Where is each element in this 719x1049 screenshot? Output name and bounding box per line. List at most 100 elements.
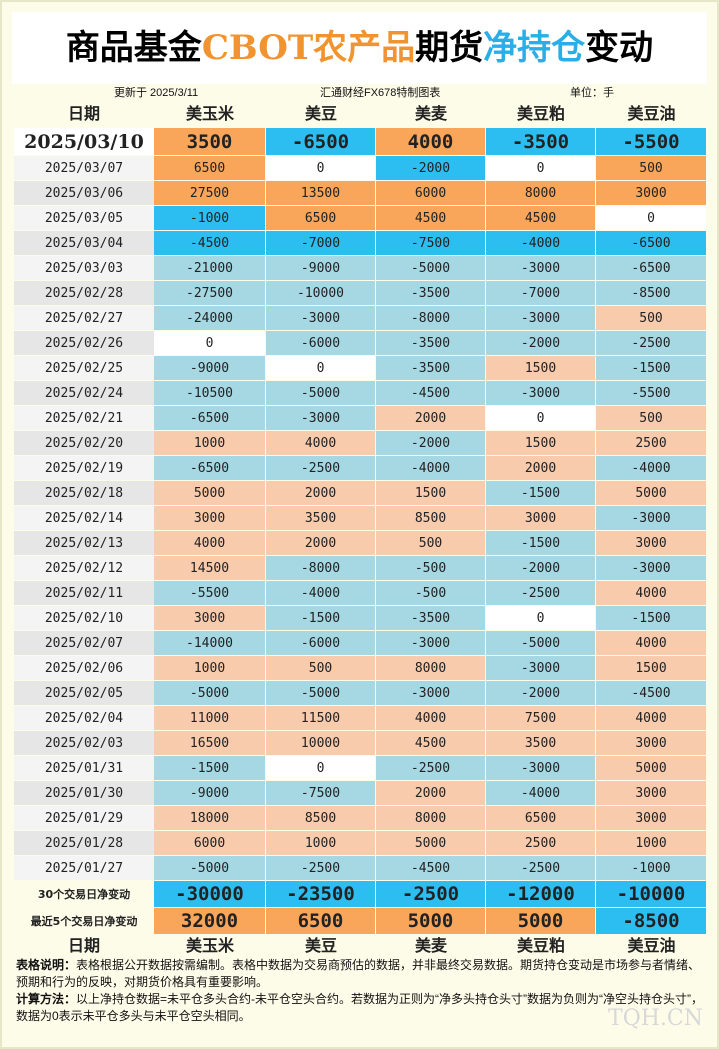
value-cell: -3000 (376, 681, 485, 705)
value-cell: 0 (266, 356, 375, 380)
value-cell: 4000 (154, 531, 265, 555)
date-cell: 2025/01/30 (14, 781, 154, 805)
value-cell: 8000 (376, 806, 485, 830)
value-cell: -2500 (266, 856, 375, 880)
date-cell: 2025/03/05 (14, 206, 154, 230)
value-cell: -4500 (376, 381, 485, 405)
value-cell: -3500 (376, 606, 485, 630)
value-cell: -4000 (376, 456, 485, 480)
value-cell: -2500 (266, 456, 375, 480)
value-cell: 18000 (154, 806, 265, 830)
value-cell: -3500 (376, 281, 485, 305)
value-cell: 11000 (154, 706, 265, 730)
date-cell: 2025/03/03 (14, 256, 154, 280)
value-cell: -7000 (266, 231, 375, 255)
summary-cell: -10000 (596, 881, 706, 907)
value-cell: 2000 (376, 781, 485, 805)
note: 计算方法：以上净持仓数据=未平仓多头合约-未平仓空头合约。若数据为正则为“净多头… (16, 991, 706, 1025)
value-cell: -2500 (486, 581, 595, 605)
value-cell: 11500 (266, 706, 375, 730)
value-cell: 1000 (154, 656, 265, 680)
date-cell: 2025/02/05 (14, 681, 154, 705)
value-cell: -6000 (266, 331, 375, 355)
summary-cell: -12000 (486, 881, 595, 907)
value-cell: -3000 (376, 631, 485, 655)
column-header: 美玉米 (185, 104, 234, 123)
title-part: CBOT农产品 (201, 28, 416, 68)
value-cell: -1500 (486, 481, 595, 505)
summary-label: 30个交易日净变动 (37, 888, 131, 901)
date-cell: 2025/02/20 (14, 431, 154, 455)
value-cell: 500 (596, 306, 706, 330)
value-cell: -9000 (154, 781, 265, 805)
column-header: 美麦 (414, 936, 447, 955)
value-cell: -2500 (596, 331, 706, 355)
value-cell: -5000 (376, 256, 485, 280)
value-cell: 5000 (154, 481, 265, 505)
value-cell: 500 (596, 156, 706, 180)
value-cell: -6500 (596, 256, 706, 280)
value-cell: 2000 (376, 406, 485, 430)
date-cell: 2025/02/28 (14, 281, 154, 305)
value-cell: -1500 (596, 606, 706, 630)
value-cell: -27500 (154, 281, 265, 305)
value-cell: 0 (266, 756, 375, 780)
summary-cell: 6500 (266, 908, 375, 934)
value-cell: 0 (154, 331, 265, 355)
date-cell: 2025/02/25 (14, 356, 154, 380)
value-cell: -6000 (266, 631, 375, 655)
note-label: 计算方法： (16, 992, 77, 1006)
value-cell: -5500 (154, 581, 265, 605)
value-cell: 1500 (486, 431, 595, 455)
value-cell: -10000 (266, 281, 375, 305)
value-cell: 3000 (596, 806, 706, 830)
value-cell: -1000 (154, 206, 265, 230)
value-cell: -3500 (376, 331, 485, 355)
summary-cell: -23500 (266, 881, 375, 907)
value-cell: -2000 (486, 681, 595, 705)
column-header: 美豆粕 (516, 936, 565, 955)
value-cell: -1000 (596, 856, 706, 880)
title-part: 期货 (415, 28, 484, 68)
value-cell: -21000 (154, 256, 265, 280)
value-cell: -5000 (154, 856, 265, 880)
column-header: 美豆 (304, 104, 337, 123)
value-cell: 5000 (596, 756, 706, 780)
value-cell: 27500 (154, 181, 265, 205)
value-cell: -4500 (154, 231, 265, 255)
value-cell: -3000 (486, 756, 595, 780)
value-cell: -500 (376, 556, 485, 580)
value-cell: -500 (376, 581, 485, 605)
value-cell: 4000 (596, 706, 706, 730)
summary-cell: 32000 (154, 908, 265, 934)
value-cell: -3000 (596, 506, 706, 530)
watermark: TQH.CN (608, 1006, 703, 1031)
value-cell: 3500 (266, 506, 375, 530)
value-cell: -6500 (266, 128, 375, 155)
value-cell: -4000 (486, 231, 595, 255)
column-header: 美豆粕 (516, 104, 565, 123)
value-cell: -4000 (596, 456, 706, 480)
date-cell: 2025/02/07 (14, 631, 154, 655)
value-cell: -3000 (486, 656, 595, 680)
title-part: 净持仓 (483, 28, 586, 68)
value-cell: 3000 (596, 731, 706, 755)
summary-cell: -2500 (376, 881, 485, 907)
summary-cell: -30000 (154, 881, 265, 907)
date-cell: 2025/01/31 (14, 756, 154, 780)
note-text: 以上净持仓数据=未平仓多头合约-未平仓空头合约。若数据为正则为“净多头持仓头寸”… (16, 992, 704, 1023)
date-cell: 2025/02/13 (14, 531, 154, 555)
value-cell: 14500 (154, 556, 265, 580)
value-cell: 3000 (596, 181, 706, 205)
value-cell: 2000 (486, 456, 595, 480)
value-cell: 6500 (486, 806, 595, 830)
value-cell: 4500 (376, 731, 485, 755)
date-cell: 2025/02/24 (14, 381, 154, 405)
title-part: 变动 (585, 28, 654, 68)
value-cell: -1500 (154, 756, 265, 780)
value-cell: 500 (266, 656, 375, 680)
value-cell: 5000 (596, 481, 706, 505)
value-cell: 5000 (376, 831, 485, 855)
value-cell: -5000 (266, 381, 375, 405)
unit: 单位：手 (570, 87, 614, 99)
